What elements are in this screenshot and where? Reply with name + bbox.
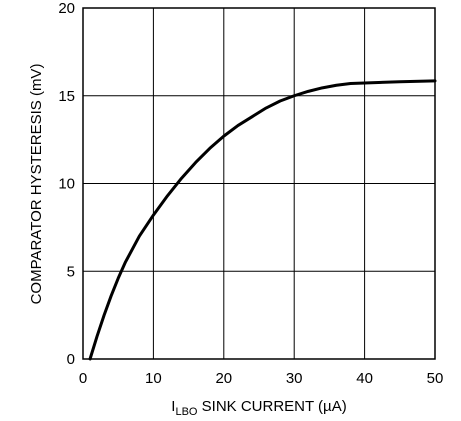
x-tick-label-50: 50 — [427, 370, 444, 387]
x-tick-labels: 0 10 20 30 40 50 — [79, 370, 444, 387]
x-tick-label-40: 40 — [356, 370, 373, 387]
x-axis-label-rest: SINK CURRENT (µA) — [197, 398, 346, 415]
x-axis-label-subscript: LBO — [175, 406, 197, 418]
series-line-0 — [88, 79, 437, 361]
y-tick-label-10: 10 — [58, 176, 75, 193]
x-tick-label-30: 30 — [286, 370, 303, 387]
x-tick-label-10: 10 — [145, 370, 162, 387]
grid-lines — [82, 7, 436, 360]
y-tick-label-5: 5 — [67, 263, 75, 280]
y-tick-label-20: 20 — [58, 0, 75, 17]
y-axis-label: COMPARATOR HYSTERESIS (mV) — [28, 64, 45, 305]
x-tick-label-0: 0 — [79, 370, 87, 387]
plot-frame — [82, 7, 436, 360]
y-tick-label-15: 15 — [58, 88, 75, 105]
x-tick-label-20: 20 — [215, 370, 232, 387]
x-axis-label-main: I — [171, 398, 175, 415]
y-tick-label-0: 0 — [67, 351, 75, 368]
y-tick-labels: 0 5 10 15 20 — [58, 0, 75, 368]
series-group — [88, 79, 437, 361]
x-axis-label: ILBO SINK CURRENT (µA) — [171, 398, 346, 418]
